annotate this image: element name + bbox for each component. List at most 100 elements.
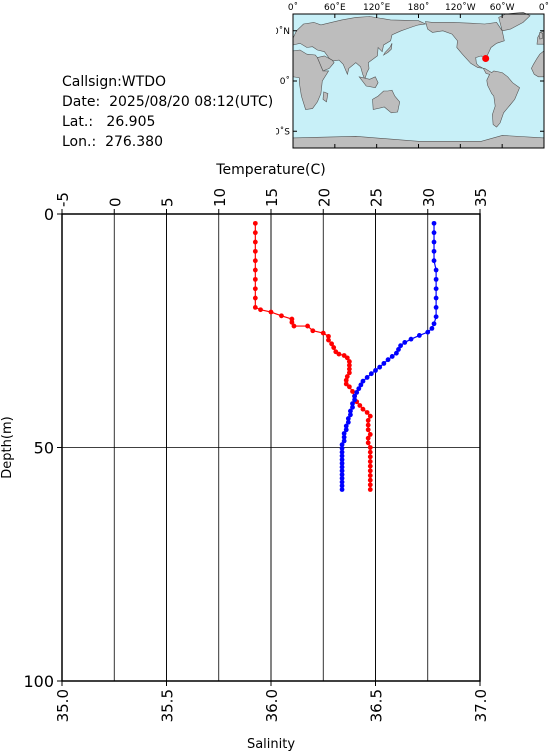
top-tick-label-2: 5: [159, 197, 177, 207]
point-salinity-52: [339, 472, 345, 477]
lat-value: 26.905: [106, 114, 156, 130]
point-temperature-55: [367, 477, 373, 483]
point-temperature-3: [252, 248, 258, 254]
map-landmass-4: [292, 16, 427, 81]
point-salinity-39: [343, 423, 349, 429]
point-temperature-39: [360, 406, 366, 412]
map-left-tick-1: 0˚: [280, 76, 290, 87]
point-salinity-45: [339, 446, 345, 451]
point-salinity-10: [433, 314, 439, 320]
point-salinity-37: [345, 416, 351, 421]
point-salinity-44: [339, 442, 345, 448]
top-tick-label-8: 35: [472, 188, 490, 207]
point-temperature-32: [343, 377, 349, 383]
point-temperature-6: [252, 276, 258, 282]
point-temperature-40: [364, 410, 370, 415]
point-salinity-55: [339, 483, 345, 489]
top-tick-label-5: 20: [315, 188, 333, 207]
point-temperature-28: [346, 362, 352, 368]
map-top-tick-3: 180˚: [408, 2, 430, 13]
point-salinity-14: [416, 333, 422, 338]
date-value: 2025/08/20 08:12(UTC): [109, 94, 274, 110]
point-temperature-18: [320, 330, 326, 336]
point-temperature-0: [252, 220, 258, 226]
point-salinity-2: [431, 239, 437, 245]
top-tick-label-7: 30: [420, 188, 438, 207]
lat-row: Lat.: 26.905: [62, 112, 273, 132]
point-salinity-54: [339, 479, 345, 485]
point-salinity-51: [339, 468, 345, 474]
point-salinity-21: [385, 357, 391, 363]
point-temperature-26: [344, 355, 350, 361]
point-temperature-42: [365, 418, 371, 423]
top-tick-label-1: 0: [106, 197, 124, 207]
point-temperature-27: [346, 359, 352, 364]
point-salinity-36: [348, 412, 353, 418]
date-row: Date: 2025/08/20 08:12(UTC): [62, 92, 273, 112]
point-temperature-31: [344, 374, 350, 379]
point-salinity-13: [425, 329, 431, 335]
point-temperature-49: [367, 449, 373, 455]
point-salinity-53: [339, 475, 345, 481]
point-temperature-48: [367, 445, 373, 450]
point-salinity-41: [341, 431, 347, 436]
map-landmass-7: [372, 89, 401, 114]
map-landmass-10: [322, 91, 329, 103]
point-salinity-31: [352, 393, 357, 399]
point-temperature-45: [367, 432, 373, 437]
map-left-tick-0: 60˚N: [276, 26, 290, 37]
point-temperature-54: [367, 473, 373, 478]
point-salinity-56: [339, 487, 345, 492]
station-marker: [482, 54, 490, 62]
point-salinity-16: [402, 340, 408, 345]
point-salinity-28: [358, 382, 364, 388]
lon-label: Lon.:: [62, 134, 97, 150]
point-temperature-11: [268, 309, 274, 315]
point-temperature-8: [252, 295, 258, 301]
point-temperature-29: [346, 366, 352, 372]
point-temperature-10: [258, 307, 263, 313]
point-temperature-44: [365, 427, 371, 433]
point-salinity-35: [348, 408, 353, 414]
map-left-tick-2: 60˚S: [276, 126, 290, 137]
top-tick-label-0: -5: [54, 192, 72, 207]
point-temperature-5: [252, 267, 258, 273]
point-salinity-38: [345, 419, 351, 425]
world-map: 0˚ 60˚E 120˚E 180˚ 120˚W 60˚W 0˚ 60˚N 0˚ 60˚S: [267, 2, 549, 149]
point-temperature-7: [252, 286, 258, 292]
point-salinity-30: [354, 389, 360, 395]
map-landmass-2: [292, 49, 330, 110]
point-salinity-50: [339, 464, 345, 470]
depth-tick-label-0: 0: [44, 205, 54, 224]
point-temperature-52: [367, 463, 373, 469]
series-temperature: [252, 220, 373, 492]
depth-tick-label-1: 50: [34, 439, 54, 458]
map-landmass-8: [358, 76, 379, 89]
point-temperature-34: [346, 384, 352, 390]
salinity-axis-label: Salinity: [247, 737, 295, 751]
point-salinity-3: [431, 248, 437, 254]
point-salinity-1: [431, 230, 437, 236]
point-temperature-38: [357, 403, 363, 408]
point-salinity-8: [433, 295, 439, 301]
lat-label: Lat.:: [62, 114, 94, 130]
point-salinity-25: [368, 371, 374, 377]
point-temperature-19: [326, 333, 331, 339]
point-temperature-43: [365, 422, 371, 428]
point-temperature-46: [365, 435, 371, 441]
map-landmass-11: [538, 32, 543, 40]
bottom-tick-label-1: 35.5: [159, 689, 177, 722]
callsign-label: Callsign:: [62, 74, 122, 90]
map-top-tick-0: 0˚: [288, 2, 298, 13]
date-label: Date:: [62, 94, 101, 110]
map-top-tick-4: 120˚W: [445, 2, 476, 13]
map-landmass-0: [425, 21, 520, 128]
point-temperature-9: [252, 305, 258, 310]
point-temperature-20: [326, 337, 331, 343]
point-temperature-15: [291, 323, 297, 329]
point-salinity-20: [389, 354, 395, 359]
point-salinity-5: [433, 267, 439, 273]
point-temperature-4: [252, 258, 258, 264]
point-salinity-43: [341, 438, 347, 444]
point-salinity-27: [360, 378, 366, 384]
